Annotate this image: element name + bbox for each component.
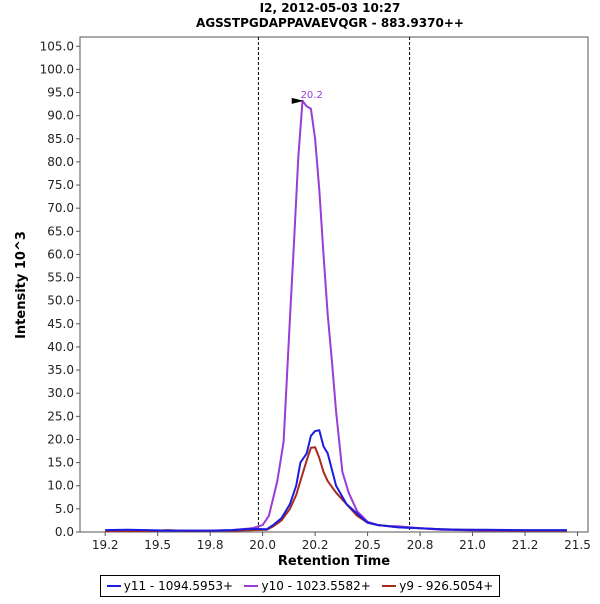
y-tick-label: 100.0 [40,62,74,76]
chart-title: I2, 2012-05-03 10:27 [260,1,401,15]
x-tick-label: 21.5 [564,538,591,552]
y-tick-label: 15.0 [47,456,74,470]
y-tick-label: 0.0 [55,525,74,539]
y-tick-label: 80.0 [47,155,74,169]
peak-boundaries [257,37,411,532]
y-tick-label: 95.0 [47,86,74,100]
x-tick-label: 20.0 [249,538,276,552]
legend-label: y10 - 1023.5582+ [261,579,371,593]
x-tick-label: 20.5 [354,538,381,552]
x-tick-label: 21.2 [512,538,539,552]
y-tick-label: 40.0 [47,340,74,354]
x-tick-label: 20.8 [407,538,434,552]
y-tick-label: 10.0 [47,479,74,493]
y-tick-label: 65.0 [47,224,74,238]
y-tick-label: 50.0 [47,294,74,308]
legend-swatch [244,585,259,587]
y-tick-label: 35.0 [47,363,74,377]
y-tick-label: 20.0 [47,432,74,446]
x-tick-label: 20.2 [302,538,329,552]
y-axis-label: Intensity 10^3 [14,231,29,339]
y-tick-label: 5.0 [55,502,74,516]
chart-subtitle: AGSSTPGDAPPAVAEVQGR - 883.9370++ [196,16,464,30]
y-tick-label: 85.0 [47,132,74,146]
legend-label: y11 - 1094.5953+ [123,579,234,593]
series-line-y10 [105,99,567,532]
x-tick-label: 19.2 [92,538,119,552]
y-tick-label: 90.0 [47,109,74,123]
legend: y11 - 1094.5953+ y10 - 1023.5582+ y9 - 926… [100,575,500,597]
peak-arrow-icon [291,97,304,104]
x-tick-label: 19.5 [144,538,171,552]
legend-item: y9 - 926.5054+ [382,579,493,593]
x-tick-label: 21.0 [459,538,486,552]
legend-swatch [382,585,397,587]
peak-annotation: 20.2 [291,90,323,104]
y-tick-label: 45.0 [47,317,74,331]
peak-label: 20.2 [301,90,323,101]
y-tick-label: 75.0 [47,178,74,192]
series-lines [105,99,567,533]
legend-item: y11 - 1094.5953+ [106,579,234,593]
series-line-y9 [105,446,567,533]
x-tick-label: 19.8 [197,538,224,552]
legend-item: y10 - 1023.5582+ [244,579,371,593]
legend-swatch [106,585,121,587]
plot-area [79,36,589,533]
series-line-y11 [105,429,567,532]
y-tick-label: 70.0 [47,201,74,215]
y-tick-label: 25.0 [47,409,74,423]
x-axis: 19.2 19.5 19.8 20.0 20.2 20.5 20.8 21.0 21.2 21.5 [92,532,591,552]
y-tick-label: 30.0 [47,386,74,400]
y-axis: 0.0 5.0 10.0 15.0 20.0 25.0 30.0 35.0 40.0 45.0 50… [40,39,80,539]
y-tick-label: 60.0 [47,247,74,261]
y-tick-label: 55.0 [47,271,74,285]
legend-label: y9 - 926.5054+ [399,579,494,593]
y-tick-label: 105.0 [40,39,74,53]
x-axis-label: Retention Time [278,554,390,569]
